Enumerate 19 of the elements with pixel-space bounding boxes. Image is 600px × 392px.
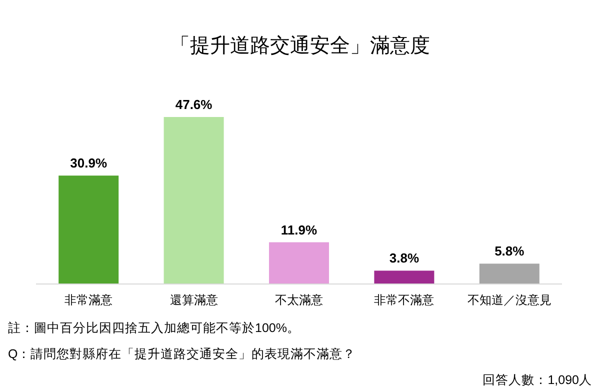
text: Q：請問您對縣府在「提升道路交通安全」的表現滿不滿意？	[8, 346, 356, 361]
text: 註：圖中百分比因四捨五入加總可能不等於100%。	[8, 321, 300, 335]
bar	[374, 270, 434, 284]
data-label: 47.6%	[175, 97, 213, 112]
x-tick-label: 非常滿意	[64, 293, 113, 307]
data-label: 3.8%	[389, 250, 420, 266]
chart-title: 「提升道路交通安全」滿意度	[170, 33, 430, 57]
x-tick-label: 還算滿意	[170, 293, 218, 307]
data-label: 5.8%	[494, 244, 525, 259]
text: 回答人數：1,090人	[482, 373, 592, 387]
bar	[164, 117, 224, 284]
bar	[479, 264, 540, 284]
data-label: 30.9%	[70, 156, 108, 171]
bar	[58, 176, 119, 284]
x-tick-label: 不知道／沒意見	[467, 293, 552, 307]
x-tick-label: 非常不滿意	[374, 293, 434, 307]
bar	[269, 242, 329, 284]
data-label: 11.9%	[280, 222, 318, 238]
x-tick-label: 不太滿意	[275, 293, 323, 307]
